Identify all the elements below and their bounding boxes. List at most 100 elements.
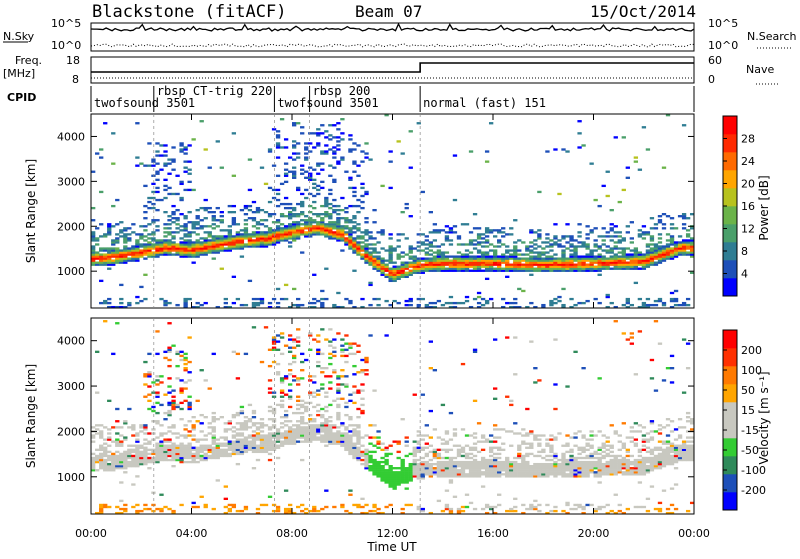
velocity-cell	[296, 412, 300, 414]
velocity-cell	[151, 438, 155, 440]
velocity-cell	[517, 469, 521, 471]
velocity-cell	[155, 402, 159, 404]
velocity-cell	[589, 434, 593, 436]
power-cell	[457, 243, 461, 245]
power-cell	[565, 260, 569, 262]
velocity-cell	[344, 383, 348, 385]
velocity-cell	[284, 345, 288, 347]
power-cell	[441, 266, 445, 268]
power-cell	[167, 173, 171, 175]
velocity-cell	[187, 396, 191, 398]
power-cell	[163, 253, 167, 255]
power-cell	[525, 245, 529, 247]
power-cell	[473, 257, 477, 259]
power-cell	[356, 229, 360, 231]
power-cell	[91, 260, 95, 262]
velocity-cell	[670, 443, 674, 445]
velocity-cell	[135, 463, 139, 465]
velocity-cell	[674, 483, 678, 485]
velocity-cell	[328, 428, 332, 430]
power-cell	[196, 221, 200, 223]
power-cell	[328, 227, 332, 229]
power-cell	[642, 262, 646, 264]
velocity-cell	[260, 430, 264, 432]
power-cell	[356, 251, 360, 253]
power-cell	[123, 249, 127, 251]
power-cell	[594, 227, 598, 229]
velocity-cell	[135, 449, 139, 451]
velocity-cell	[372, 465, 376, 467]
power-cell	[340, 239, 344, 241]
power-cell	[585, 266, 589, 268]
velocity-cell	[529, 475, 533, 477]
velocity-cell	[497, 447, 501, 449]
power-cell	[119, 302, 123, 304]
power-cell	[155, 241, 159, 243]
power-cell	[577, 223, 581, 225]
power-cell	[280, 298, 284, 300]
velocity-cell	[316, 394, 320, 396]
velocity-cell	[296, 436, 300, 438]
velocity-cell	[123, 465, 127, 467]
power-cell	[187, 211, 191, 213]
power-cell	[368, 284, 372, 286]
velocity-cell	[553, 461, 557, 463]
power-cell	[328, 203, 332, 205]
power-cell	[292, 231, 296, 233]
power-cell	[461, 268, 465, 270]
velocity-cell	[634, 471, 638, 473]
velocity-cell	[549, 471, 553, 473]
velocity-cell	[336, 441, 340, 443]
power-cell	[328, 231, 332, 233]
power-cell	[549, 249, 553, 251]
velocity-cell	[292, 434, 296, 436]
velocity-cell	[589, 455, 593, 457]
power-cell	[352, 270, 356, 272]
velocity-cell	[537, 445, 541, 447]
velocity-cell	[372, 461, 376, 463]
velocity-cell	[437, 465, 441, 467]
power-cell	[384, 266, 388, 268]
power-cell	[304, 177, 308, 179]
velocity-cell	[272, 504, 276, 506]
velocity-cell	[493, 469, 497, 471]
velocity-cell	[208, 445, 212, 447]
velocity-cell	[409, 479, 413, 481]
power-cell	[167, 241, 171, 243]
velocity-cell	[179, 402, 183, 404]
velocity-cell	[445, 443, 449, 445]
velocity-cell	[585, 473, 589, 475]
velocity-cell	[216, 479, 220, 481]
power-cell	[658, 233, 662, 235]
velocity-cell	[224, 498, 228, 500]
power-cell	[131, 223, 135, 225]
power-cell	[457, 266, 461, 268]
power-cell	[662, 247, 666, 249]
power-cell	[401, 270, 405, 272]
power-cell	[368, 304, 372, 306]
velocity-cell	[553, 475, 557, 477]
power-cell	[517, 262, 521, 264]
velocity-cell	[236, 510, 240, 512]
velocity-cell	[208, 447, 212, 449]
velocity-cell	[175, 353, 179, 355]
power-cell	[481, 257, 485, 259]
velocity-cell	[300, 432, 304, 434]
power-cell	[324, 205, 328, 207]
velocity-cell	[183, 381, 187, 383]
power-cell	[409, 264, 413, 266]
power-cell	[421, 243, 425, 245]
velocity-cell	[159, 451, 163, 453]
velocity-cell	[192, 438, 196, 440]
power-cell	[147, 255, 151, 257]
velocity-cell	[513, 506, 517, 508]
power-cell	[585, 237, 589, 239]
power-cell	[240, 235, 244, 237]
velocity-cell	[485, 459, 489, 461]
velocity-cell	[388, 475, 392, 477]
velocity-cell	[296, 345, 300, 347]
velocity-cell	[682, 392, 686, 394]
power-cell	[187, 251, 191, 253]
velocity-cell	[642, 426, 646, 428]
velocity-cell	[405, 473, 409, 475]
